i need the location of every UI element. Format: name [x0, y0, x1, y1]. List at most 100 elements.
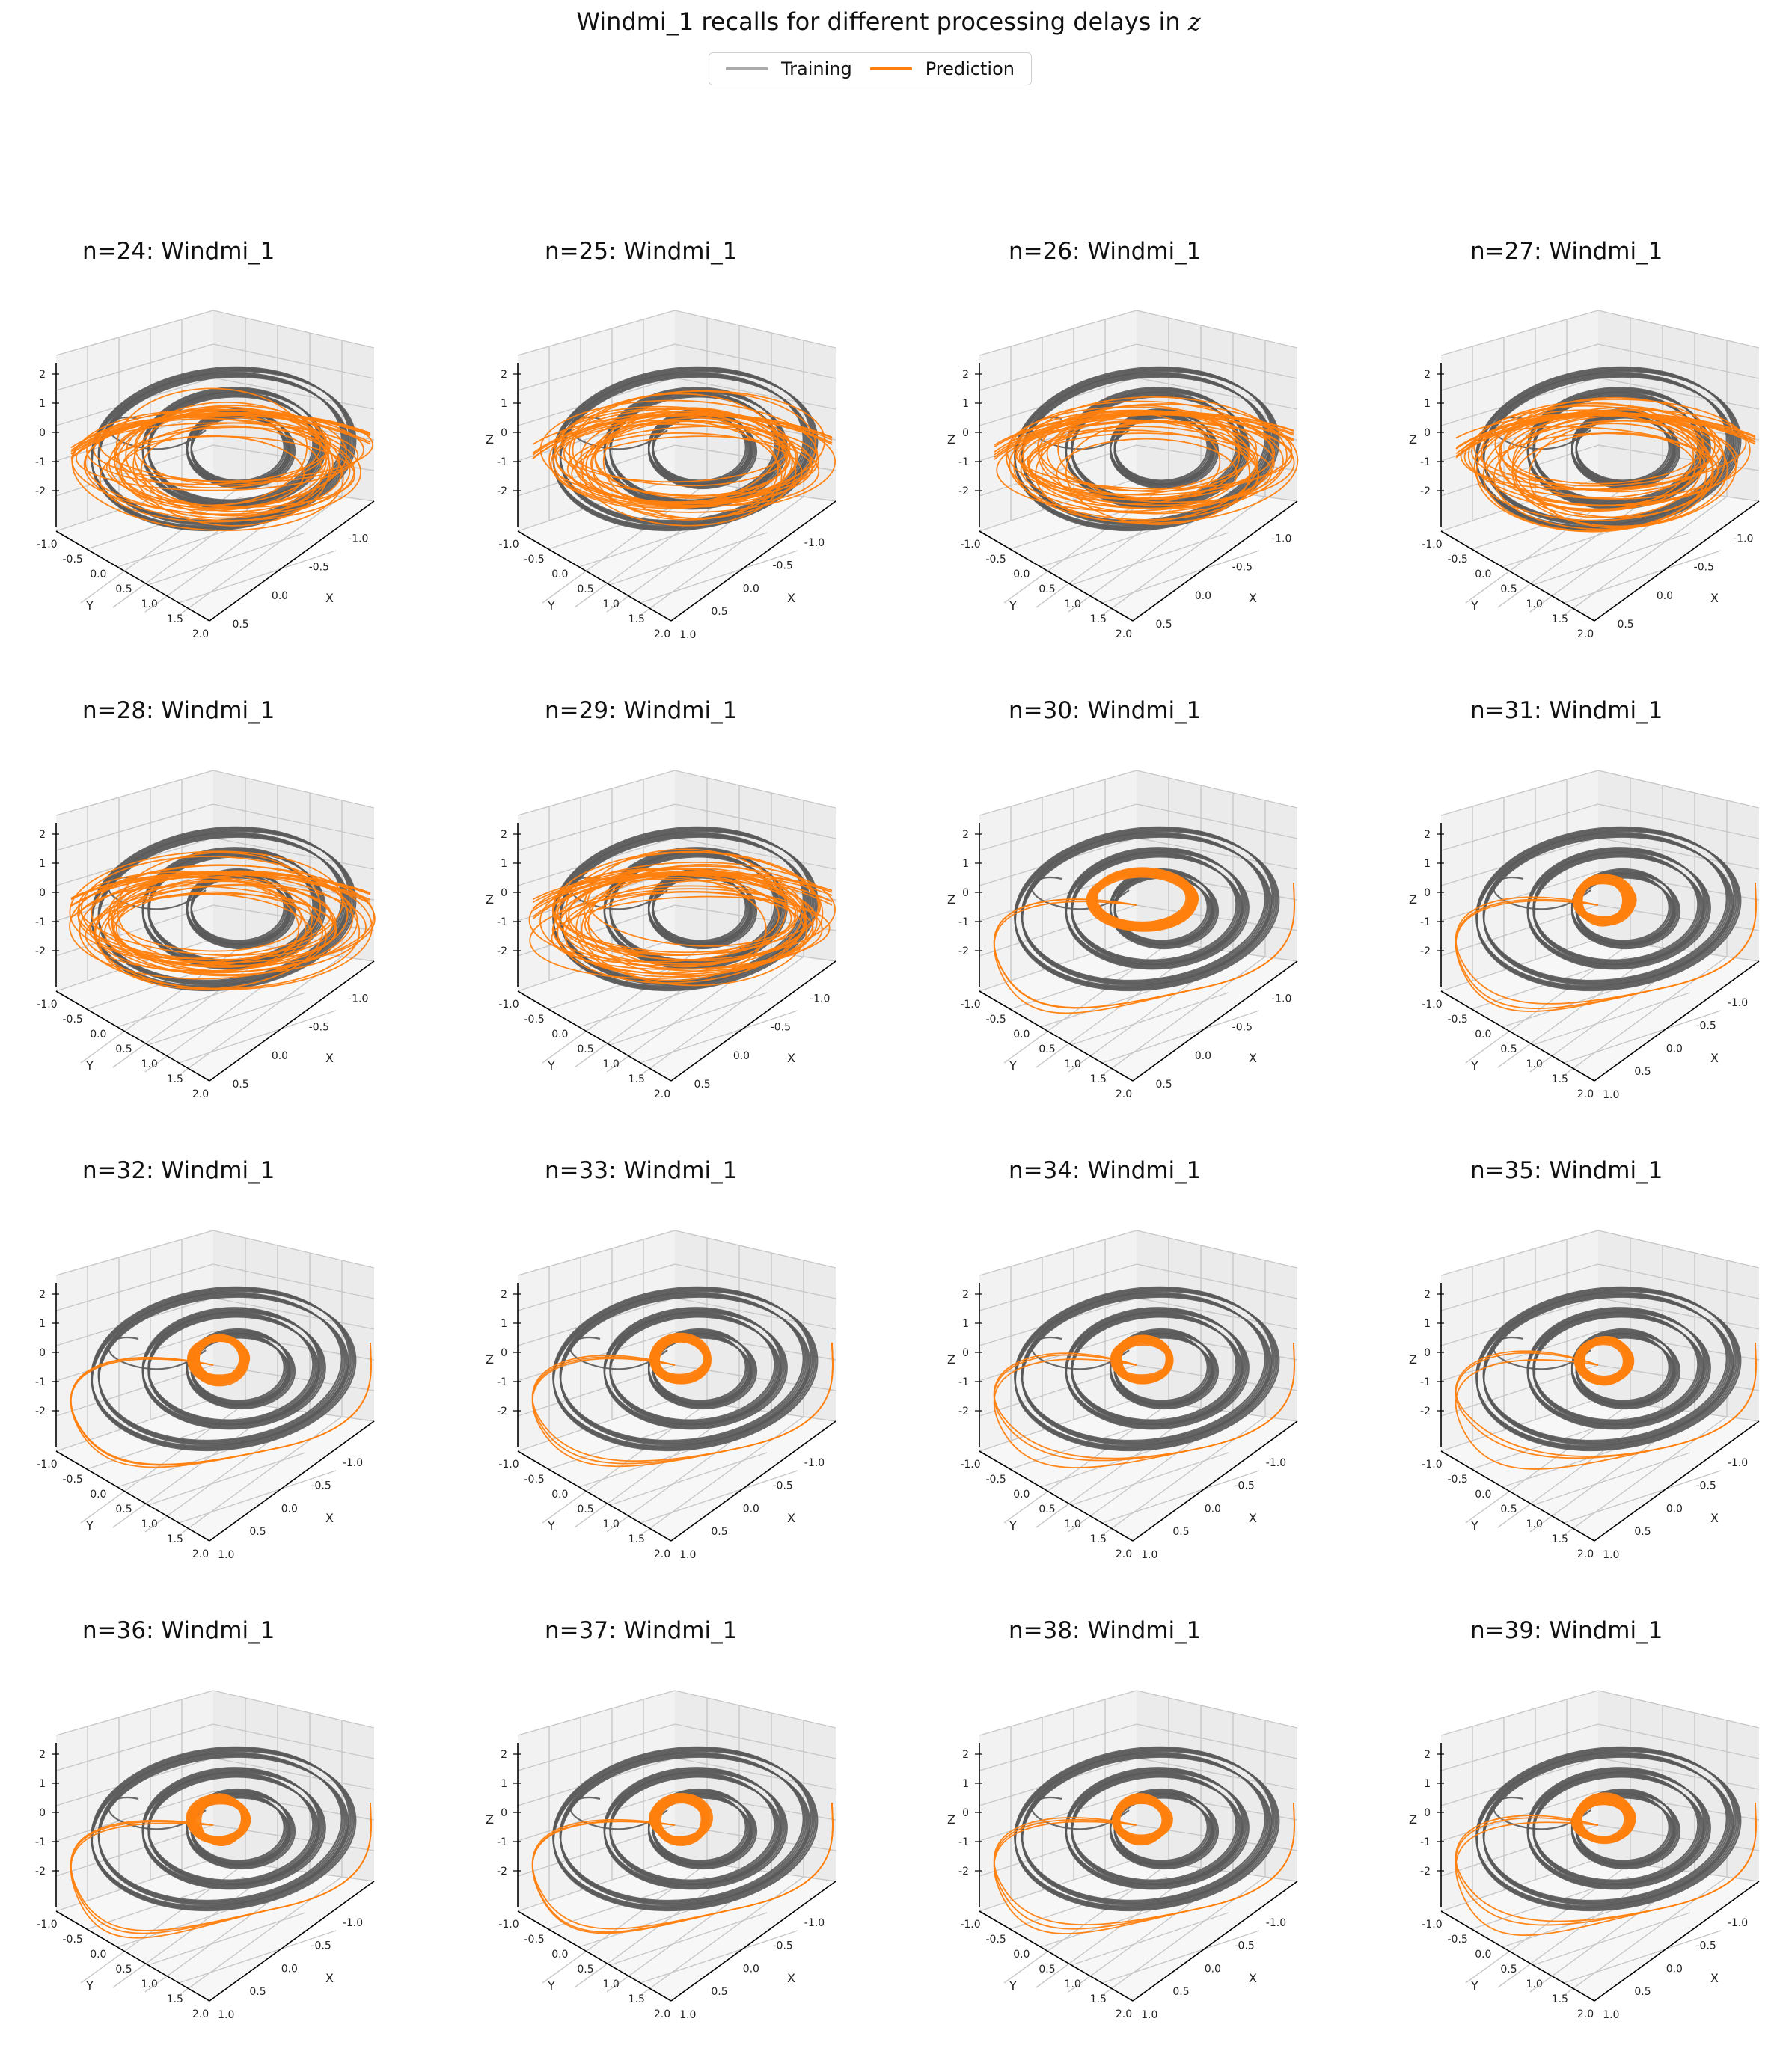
y-tick-label: 1.5 — [1552, 1533, 1568, 1545]
x-tick-label: 0.0 — [272, 1050, 288, 1062]
y-axis-line — [55, 1450, 210, 1542]
grid-line — [640, 1010, 798, 1064]
x-tick-label: -0.5 — [1232, 1022, 1253, 1034]
training-loop — [190, 877, 291, 946]
prediction-loop — [99, 426, 351, 523]
x-tick-label: 1.0 — [218, 2009, 234, 2021]
z-tick-label: 0 — [39, 1807, 46, 1819]
x-tick-label: 0.0 — [1666, 1963, 1683, 1975]
x-tick-label: 0.5 — [1172, 1526, 1189, 1538]
x-tick-label: 0.5 — [232, 1079, 248, 1091]
y-tick-label: 1.0 — [141, 1978, 158, 1990]
grid-line — [1136, 1757, 1298, 1790]
training-loop — [147, 1316, 320, 1426]
grid-line — [1101, 1930, 1260, 1984]
z-tick-label: 1 — [501, 1778, 507, 1790]
y-axis-line — [979, 1910, 1134, 2002]
y-tick-label: -0.5 — [63, 1474, 83, 1486]
y-tick-label: 0.5 — [115, 1504, 132, 1515]
legend-swatch-prediction — [869, 67, 912, 70]
grid-line — [517, 1791, 676, 1842]
x-tick-label: -0.5 — [772, 560, 792, 572]
grid-line — [1562, 956, 1728, 1077]
panel-3d-n30: 2 1 0 -1 -2 Z -1.0 -0.5 0.0 0.5 1.0 1.5 2.0 Y 0.5 0.0 -0… — [947, 770, 1298, 1100]
grid-line — [1532, 992, 1691, 1046]
z-tick-label: 1 — [1424, 1318, 1431, 1330]
grid-line — [638, 956, 804, 1077]
pane-back-right — [1137, 1230, 1297, 1421]
y-tick-label: 0.5 — [577, 583, 593, 595]
z-tick-label: -2 — [35, 1866, 46, 1878]
y-tick-label: 2.0 — [1116, 2008, 1132, 2020]
prediction-loop — [581, 420, 783, 527]
axis-lines — [979, 1743, 1298, 2002]
prediction-loop — [119, 435, 305, 512]
grid-line — [609, 992, 768, 1046]
x-tick-label: -0.5 — [1234, 1480, 1254, 1492]
x-tick-label: 0.5 — [694, 1079, 710, 1091]
x-tick-label: 0.5 — [249, 1986, 266, 1998]
y-axis-line — [979, 1450, 1134, 1542]
pane-back-right — [1137, 1691, 1297, 1881]
training-loop — [1483, 1756, 1734, 1906]
y-tick-label: 2.0 — [654, 2008, 670, 2020]
y-tick-label: 1.5 — [1090, 1993, 1107, 2005]
grid-line — [674, 377, 836, 410]
y-tick-label: 1.5 — [628, 1533, 645, 1545]
y-tick-label: -1.0 — [37, 999, 57, 1011]
y-tick-label: -0.5 — [63, 554, 83, 565]
panel-3d-n31: 2 1 0 -1 -2 Z -1.0 -0.5 0.0 0.5 1.0 1.5 2.0 Y 1.0 0.5 0.… — [1409, 770, 1760, 1101]
y-tick-label: -0.5 — [524, 1014, 545, 1026]
prediction-loop — [1013, 403, 1299, 524]
training-trajectory — [1475, 1286, 1742, 1452]
training-loop — [1532, 1776, 1705, 1886]
y-tick-label: 2.0 — [192, 628, 209, 640]
x-tick-label: 0.5 — [249, 1526, 266, 1538]
x-tick-label: 0.5 — [1155, 1079, 1172, 1091]
x-tick-label: -0.5 — [1234, 1940, 1254, 1952]
grid-line — [609, 1912, 768, 1966]
z-tick-label: -2 — [497, 485, 507, 497]
y-tick-label: -0.5 — [1448, 1474, 1468, 1486]
y-tick-label: 0.5 — [1500, 1504, 1517, 1515]
pane-back-right — [1598, 1230, 1759, 1421]
training-loop — [652, 1797, 753, 1866]
axis-lines — [1440, 1743, 1760, 2002]
x-tick-label: -1.0 — [804, 537, 825, 549]
z-tick-label: -2 — [35, 1406, 46, 1417]
prediction-sweep — [70, 414, 371, 459]
prediction-transient — [70, 1342, 372, 1468]
grid-line — [1563, 550, 1722, 604]
grid-line — [1136, 343, 1298, 379]
grid-line — [1563, 1470, 1722, 1524]
grid-line — [979, 1690, 1137, 1736]
y-axis-label: Y — [547, 1058, 555, 1073]
grid-line — [1597, 1690, 1760, 1729]
z-tick-label: 0 — [1424, 1347, 1431, 1359]
z-tick-label: -1 — [1420, 1836, 1431, 1848]
prediction-loop — [1006, 406, 1284, 506]
y-axis-label: Y — [547, 598, 555, 613]
y-axis-line — [1440, 1910, 1595, 2002]
panel-3d-n25: 2 1 0 -1 -2 Z -1.0 -0.5 0.0 0.5 1.0 1.5 2.0 Y 1.0 0.5 0.… — [486, 310, 836, 641]
grid-line — [1136, 837, 1298, 870]
prediction-sweep — [70, 871, 371, 900]
prediction-loop — [1578, 879, 1633, 922]
prediction-loop — [117, 851, 322, 965]
prediction-loop — [189, 1795, 246, 1845]
x-tick-label: 1.0 — [218, 1549, 234, 1561]
y-tick-label: -1.0 — [1422, 999, 1442, 1011]
pane-back-right — [213, 770, 374, 961]
grid-line — [674, 1723, 836, 1759]
grid-line — [1597, 1263, 1760, 1299]
x-axis-label: X — [787, 1511, 795, 1525]
grid-line — [1597, 310, 1760, 349]
y-tick-label: -0.5 — [524, 554, 545, 565]
x-tick-label: -0.5 — [1695, 1480, 1716, 1492]
grid-line — [147, 1452, 306, 1506]
y-tick-label: -0.5 — [1448, 1934, 1468, 1946]
prediction-loop — [1022, 396, 1288, 515]
y-tick-label: 0.5 — [577, 1964, 593, 1976]
y-tick-label: 0.5 — [1039, 1504, 1055, 1515]
prediction-loop — [1046, 410, 1240, 492]
